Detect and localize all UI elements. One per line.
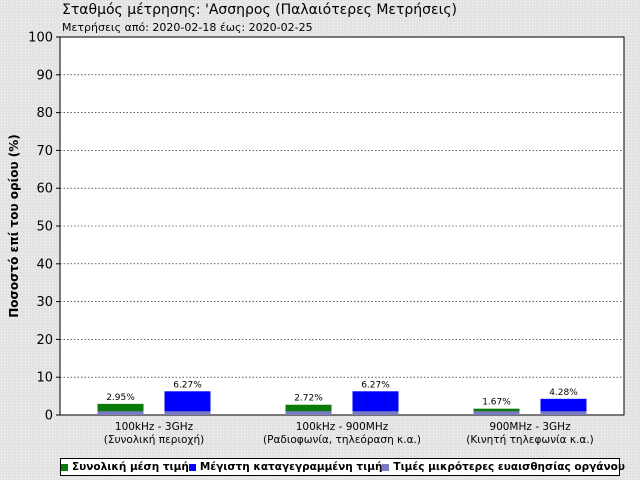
legend-swatch-maximum — [188, 463, 196, 471]
chart-subtitle: Μετρήσεις από: 2020-02-18 έως: 2020-02-2… — [62, 21, 313, 34]
x-tick-label-sub: (Κινητή τηλεφωνία κ.α.) — [466, 434, 594, 446]
bar-sensitivity — [164, 411, 211, 415]
data-label-average: 2.95% — [106, 393, 135, 403]
y-tick-label: 20 — [36, 333, 53, 348]
data-label-maximum: 6.27% — [361, 380, 390, 390]
bar-sensitivity — [285, 411, 332, 415]
bar-sensitivity — [97, 411, 144, 415]
bar-sensitivity — [352, 411, 399, 415]
x-tick-label: 100kHz - 900MHz — [296, 421, 389, 433]
legend-item-average: Συνολική μέση τιμή — [61, 461, 189, 473]
bar-maximum — [540, 398, 587, 415]
legend-swatch-sensitivity — [382, 463, 390, 471]
x-tick-label: 900MHz - 3GHz — [489, 421, 571, 433]
grid-lines — [60, 74, 624, 378]
data-label-average: 1.67% — [482, 398, 511, 408]
bar-average — [97, 403, 144, 415]
x-axis: 100kHz - 3GHz(Συνολική περιοχή) 100kHz - … — [104, 421, 594, 446]
y-tick-label: 40 — [36, 257, 53, 272]
y-tick-label: 80 — [36, 106, 53, 121]
bar-maximum — [164, 391, 211, 415]
bar-sensitivity — [540, 411, 587, 415]
data-label-maximum: 6.27% — [173, 380, 202, 390]
data-label-maximum: 4.28% — [549, 388, 578, 398]
y-tick-label: 90 — [36, 68, 53, 83]
bar-sensitivity — [473, 411, 520, 415]
y-tick-label: 10 — [36, 371, 53, 386]
x-tick-label: 100kHz - 3GHz — [115, 421, 194, 433]
legend-swatch-average — [61, 463, 68, 471]
x-tick-label-sub: (Συνολική περιοχή) — [104, 434, 205, 446]
legend: Συνολική μέση τιμή Μέγιστη καταγεγραμμέν… — [60, 458, 625, 476]
legend-label-average: Συνολική μέση τιμή — [72, 461, 189, 473]
y-tick-label: 70 — [36, 144, 53, 159]
y-tick-label: 50 — [36, 220, 53, 235]
legend-label-sensitivity: Τιμές μικρότερες ευαισθησίας οργάνου — [393, 461, 625, 473]
y-tick-label: 100 — [28, 31, 53, 46]
bar-maximum — [352, 391, 399, 415]
legend-label-maximum: Μέγιστη καταγεγραμμένη τιμή — [199, 461, 383, 473]
y-axis-label: Ποσοστό επί του ορίου (%) — [7, 134, 21, 318]
bar-average — [285, 404, 332, 415]
legend-item-maximum: Μέγιστη καταγεγραμμένη τιμή — [188, 461, 383, 473]
data-label-average: 2.72% — [294, 394, 323, 404]
y-tick-label: 30 — [36, 295, 53, 310]
y-tick-label: 60 — [36, 182, 53, 197]
bars: 2.95% 6.27% 2.72% 6.27% 1.67% 4.28% — [97, 380, 587, 415]
chart-title: Σταθμός μέτρησης: 'Ασσηρος (Παλαιότερες … — [62, 2, 457, 18]
x-tick-label-sub: (Ραδιοφωνία, τηλεόραση κ.α.) — [263, 434, 421, 446]
y-tick-label: 0 — [45, 409, 53, 424]
y-axis: 0 10 20 30 40 50 60 70 80 90 100 — [28, 31, 60, 424]
legend-item-sensitivity: Τιμές μικρότερες ευαισθησίας οργάνου — [382, 461, 625, 473]
